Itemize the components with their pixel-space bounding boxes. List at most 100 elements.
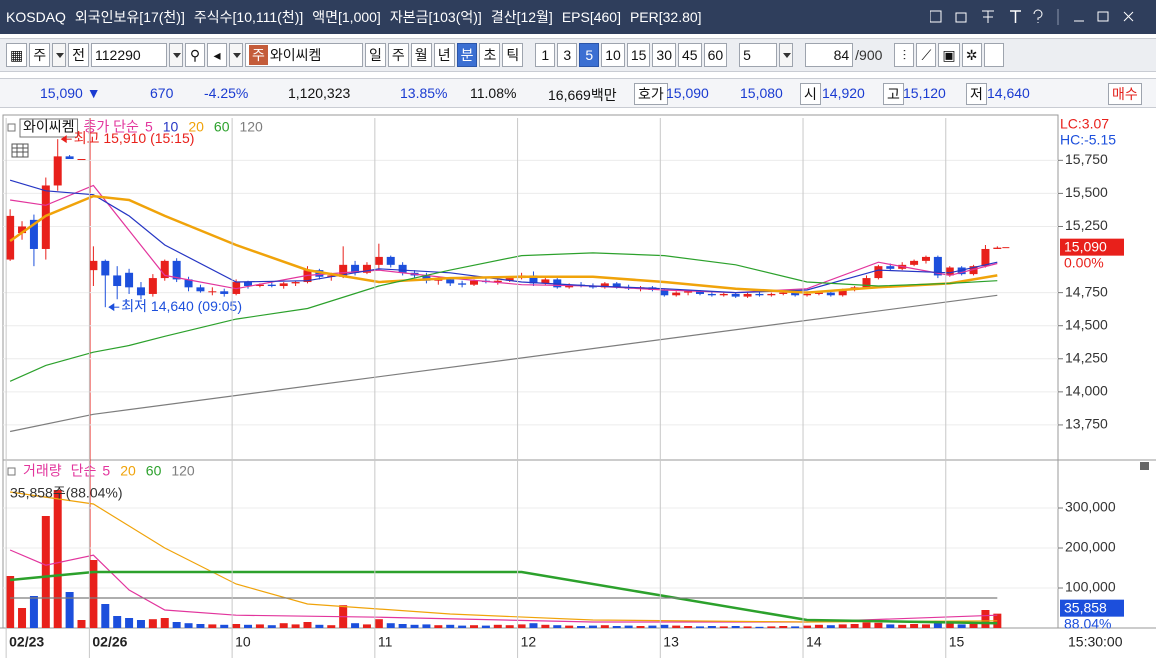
dropdown[interactable]: [779, 43, 794, 67]
tool-icon[interactable]: ⟋: [916, 43, 937, 67]
candle-body: [303, 270, 312, 283]
candle-body: [541, 279, 550, 284]
dropdown[interactable]: [52, 43, 67, 67]
icon[interactable]: [955, 12, 967, 23]
candle-body: [933, 256, 942, 276]
volume-bar: [850, 624, 859, 628]
volume-bar: [196, 624, 205, 628]
interval-button[interactable]: 45: [677, 43, 702, 67]
icon[interactable]: [1097, 11, 1109, 22]
volume-bar: [65, 592, 74, 628]
period-button[interactable]: 주: [387, 43, 409, 67]
x-tick-label: 14: [806, 634, 822, 650]
candle-body: [113, 275, 122, 287]
legend-icon: [7, 467, 16, 476]
code-input[interactable]: 112290: [91, 43, 168, 67]
volume-bar: [648, 625, 657, 628]
x-tick-label: 13: [663, 634, 679, 650]
volume-bar: [910, 624, 919, 628]
volume-bar: [779, 626, 788, 628]
volume-bar: [838, 624, 847, 628]
y-tick-label: 15,500: [1065, 184, 1108, 200]
save-icon[interactable]: ▣: [938, 43, 960, 67]
market-select[interactable]: 주: [29, 43, 51, 67]
kind-select[interactable]: 전: [68, 43, 90, 67]
legend-entry: 10: [163, 119, 179, 135]
period-button[interactable]: 초: [479, 43, 501, 67]
panel-icon[interactable]: [1140, 462, 1149, 470]
volume-bar: [172, 622, 181, 628]
icon[interactable]: [930, 10, 942, 23]
volume-bar: [244, 624, 253, 628]
icon[interactable]: [1033, 9, 1043, 23]
tool-icon[interactable]: ⫶: [894, 43, 915, 67]
candle-body: [136, 287, 145, 296]
icon[interactable]: [1010, 10, 1021, 23]
volume-bar: [921, 624, 930, 628]
count-input[interactable]: 84: [805, 43, 854, 67]
candle-body: [398, 264, 407, 273]
period-button[interactable]: 틱: [502, 43, 524, 67]
candle-body: [244, 282, 253, 287]
buy-button[interactable]: 매수: [1108, 83, 1142, 105]
sound-button[interactable]: ◂: [207, 43, 228, 67]
volume-bar: [89, 560, 98, 628]
icon[interactable]: [1123, 11, 1134, 22]
candle-body: [969, 266, 978, 275]
period-button[interactable]: 년: [433, 43, 455, 67]
candle-body: [993, 247, 1002, 249]
candle-body: [803, 293, 812, 296]
volume-bar: [315, 624, 324, 628]
volume-bar: [184, 623, 193, 628]
grid-icon[interactable]: ▦: [6, 43, 28, 67]
interval-button[interactable]: 60: [703, 43, 728, 67]
table-icon[interactable]: [11, 143, 29, 158]
interval-button[interactable]: 1: [535, 43, 556, 67]
unit-select[interactable]: 5: [739, 43, 778, 67]
chart: 13,750 14,000 14,250 14,500 14,750 15,250 15,5…: [0, 112, 1156, 658]
volume-bar: [470, 625, 479, 628]
ma-line: [9, 570, 998, 625]
volume-bar: [588, 625, 597, 628]
icon[interactable]: [982, 10, 994, 23]
candle-body: [446, 279, 455, 284]
checkbox[interactable]: [983, 43, 1004, 67]
annotation-high: 최고 15,910 (15:15): [74, 130, 195, 146]
volume-bar: [327, 625, 336, 628]
title-item: 외국인보유[17(천)]: [74, 9, 185, 25]
settings-icon[interactable]: ✲: [961, 43, 982, 67]
dropdown[interactable]: [229, 43, 244, 67]
x-tick-label: 15: [949, 634, 965, 650]
interval-button[interactable]: 15: [626, 43, 651, 67]
interval-button[interactable]: 30: [652, 43, 676, 67]
volume-bar: [565, 625, 574, 628]
stock-name[interactable]: 주 와이씨켐: [245, 43, 364, 67]
interval-button[interactable]: 10: [601, 43, 625, 67]
volume-bar: [672, 625, 681, 628]
candle-body: [612, 283, 621, 288]
period-button[interactable]: 일: [365, 43, 386, 67]
ma-line: [9, 194, 998, 294]
volume-bar: [719, 626, 728, 628]
change: 670: [150, 85, 174, 101]
title-item: 자본금[103(억)]: [389, 9, 482, 25]
period-button[interactable]: 분: [456, 43, 478, 67]
dropdown[interactable]: [169, 43, 184, 67]
search-button[interactable]: ⚲: [185, 43, 206, 67]
candle-body: [89, 260, 98, 271]
candle-body: [101, 260, 110, 276]
period-button[interactable]: 월: [410, 43, 432, 67]
y-tick-label: 300,000: [1065, 499, 1116, 515]
interval-button[interactable]: 3: [557, 43, 578, 67]
volume-bar: [898, 624, 907, 628]
amount: 16,669백만: [548, 87, 617, 103]
interval-button[interactable]: 5: [579, 43, 600, 67]
annotation-low: 최저 14,640 (09:05): [121, 298, 242, 314]
candle-body: [600, 283, 609, 288]
volume-caption: 35,858주(88.04%): [10, 485, 123, 501]
volume-bar: [18, 608, 27, 628]
title-item: KOSDAQ: [6, 9, 66, 25]
candle-body: [719, 293, 728, 296]
volume-bar: [303, 622, 312, 628]
